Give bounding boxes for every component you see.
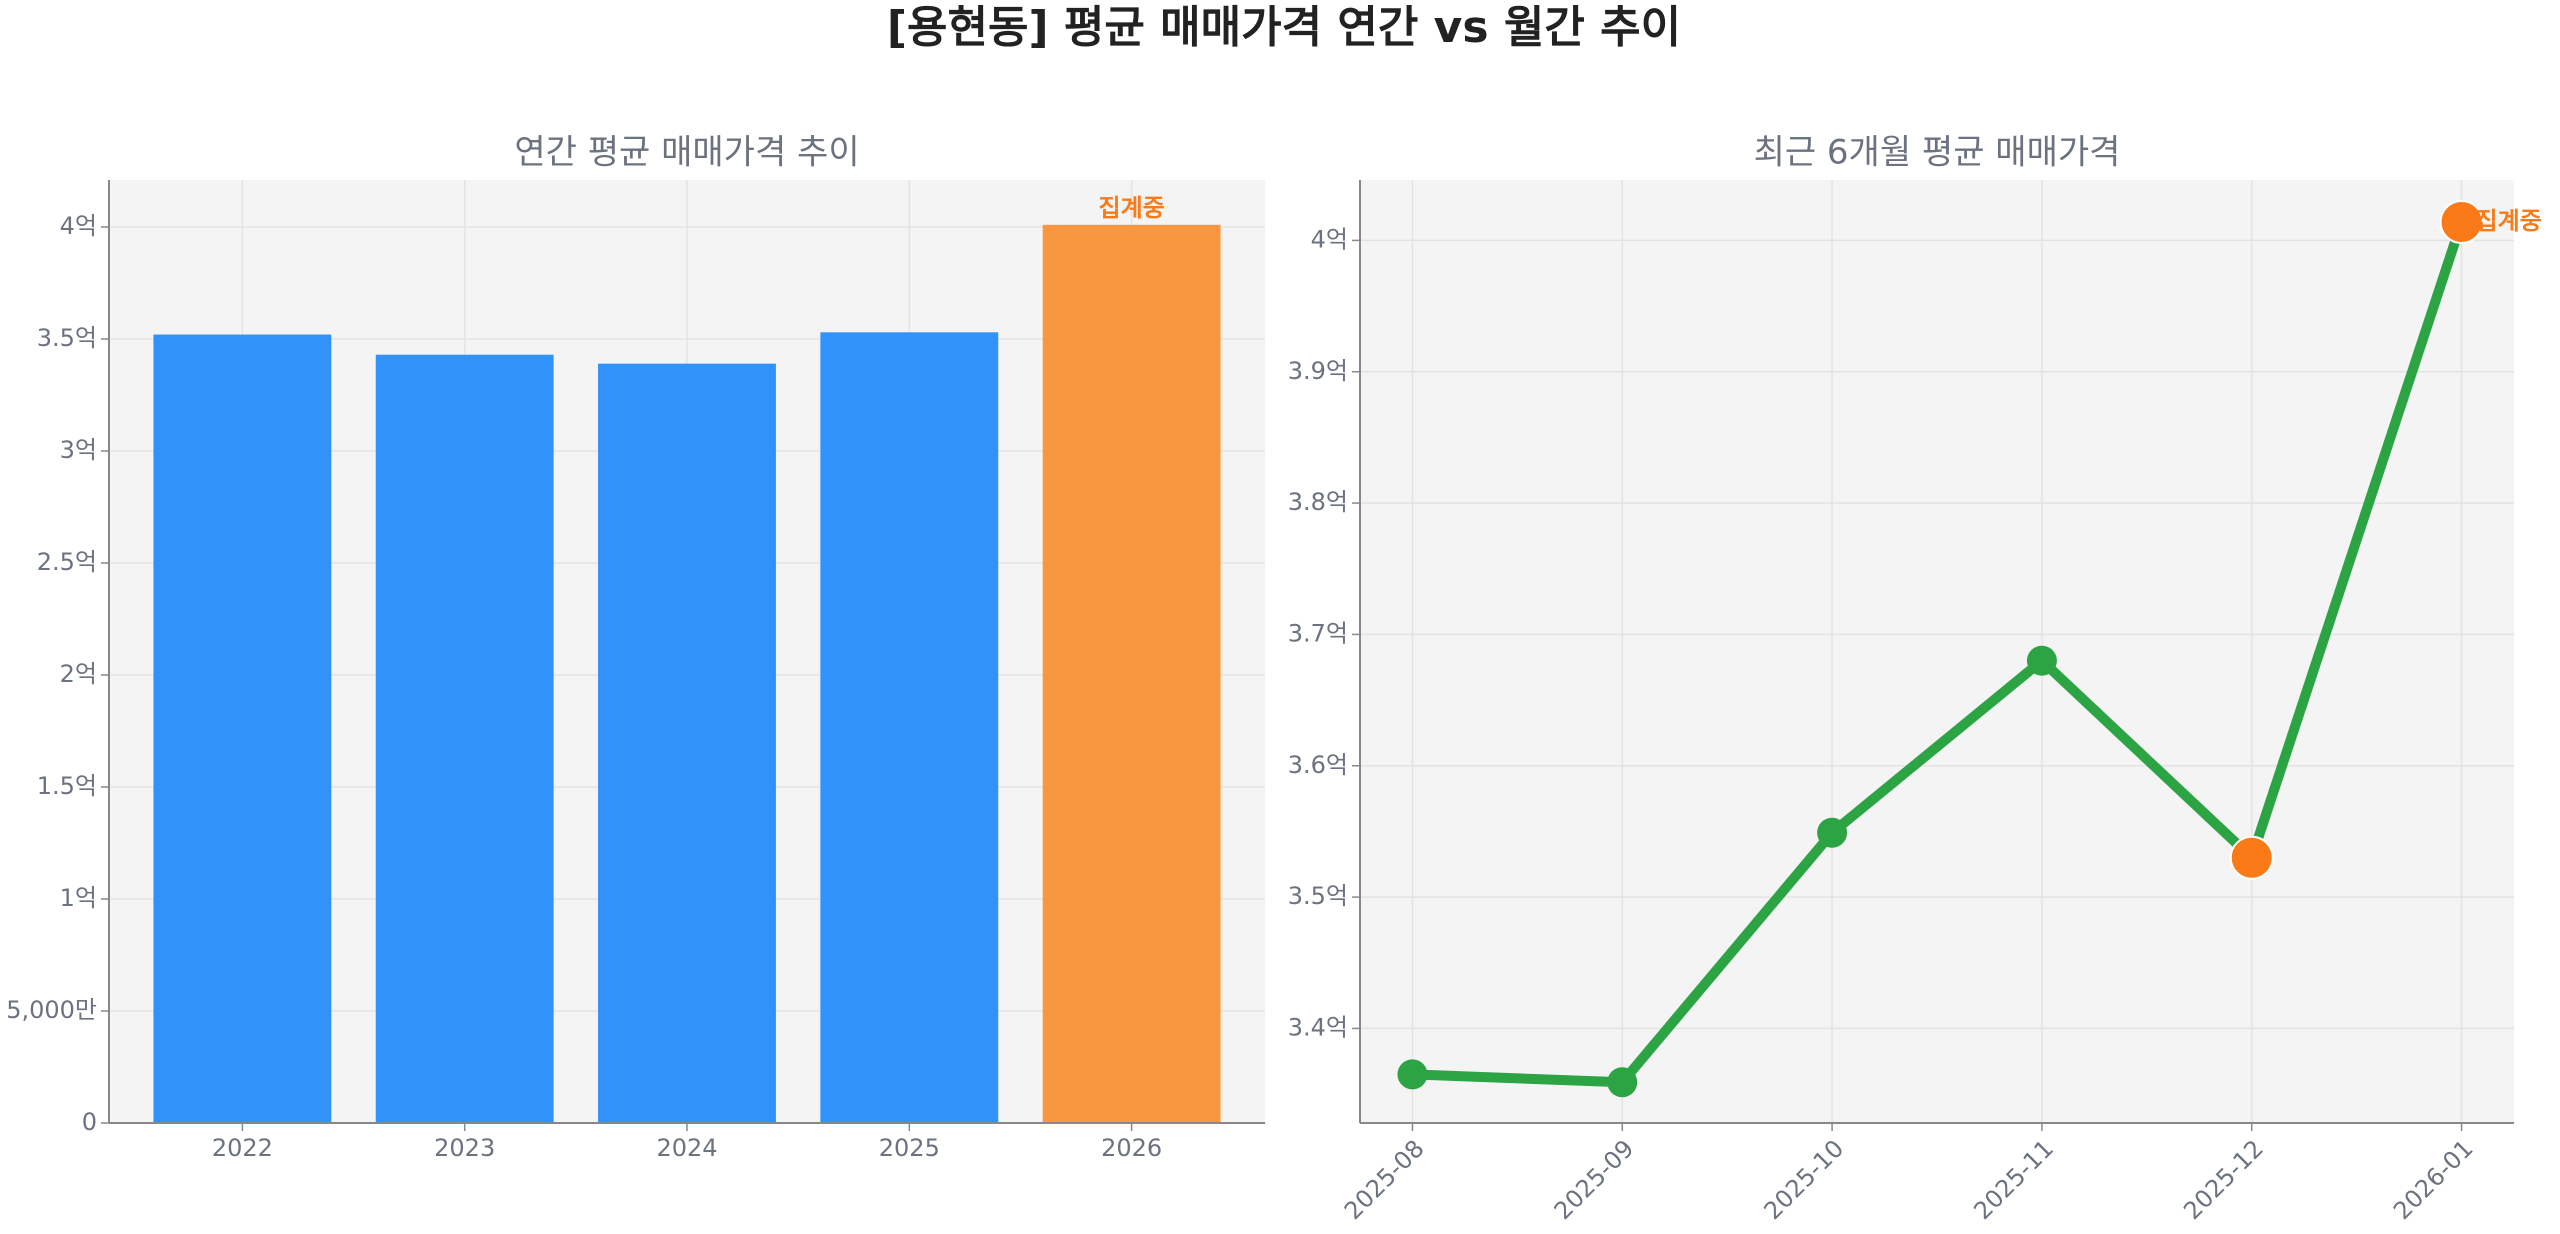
x-tick-label: 2025-12 (2178, 1134, 2269, 1225)
y-tick-label: 5,000만 (6, 996, 97, 1024)
point (2229, 835, 2274, 880)
subplot-title: 연간 평균 매매가격 추이 (514, 133, 859, 173)
y-tick-label: 2억 (60, 660, 97, 688)
x-tick-label: 2022 (212, 1134, 273, 1162)
y-tick-label: 3.5억 (37, 324, 97, 352)
bar (153, 334, 332, 1123)
x-tick-label: 2025 (879, 1134, 940, 1162)
point (1607, 1067, 1638, 1098)
annotation: 집계중 (1098, 194, 1164, 222)
y-tick-label: 1억 (60, 884, 97, 912)
y-tick-label: 3.9억 (1288, 357, 1348, 385)
y-tick-label: 3.5억 (1288, 882, 1348, 910)
plot-area (1360, 180, 2514, 1123)
x-tick-label: 2025-09 (1549, 1134, 1640, 1225)
bar (1042, 224, 1221, 1123)
x-tick-label: 2026 (1101, 1134, 1162, 1162)
annotation: 집계중 (2476, 207, 2542, 235)
point (2026, 645, 2057, 676)
y-tick-label: 3.7억 (1288, 619, 1348, 647)
y-tick-label: 3.6억 (1288, 751, 1348, 779)
y-tick-label: 3.4억 (1288, 1013, 1348, 1041)
y-tick-label: 1.5억 (37, 772, 97, 800)
x-tick-label: 2024 (656, 1134, 717, 1162)
y-tick-label: 0 (82, 1108, 97, 1136)
subplot-title: 최근 6개월 평균 매매가격 (1754, 133, 2121, 173)
y-tick-label: 2.5억 (37, 548, 97, 576)
point (1817, 817, 1848, 848)
x-tick-label: 2023 (434, 1134, 495, 1162)
bar (598, 363, 776, 1123)
y-tick-label: 3.8억 (1288, 488, 1348, 516)
x-tick-label: 2026-01 (2388, 1134, 2479, 1225)
y-tick-label: 4억 (60, 212, 97, 240)
bar (375, 354, 554, 1123)
x-tick-label: 2025-08 (1339, 1134, 1430, 1225)
x-tick-label: 2025-10 (1759, 1134, 1850, 1225)
point (2439, 200, 2484, 245)
y-tick-label: 4억 (1311, 225, 1348, 253)
figure-title: [용현동] 평균 매매가격 연간 vs 월간 추이 (887, 2, 1681, 53)
bar (820, 332, 999, 1123)
x-tick-label: 2025-11 (1968, 1134, 2059, 1225)
line (1412, 220, 2467, 1088)
point (1397, 1059, 1428, 1090)
y-tick-label: 3억 (60, 436, 97, 464)
